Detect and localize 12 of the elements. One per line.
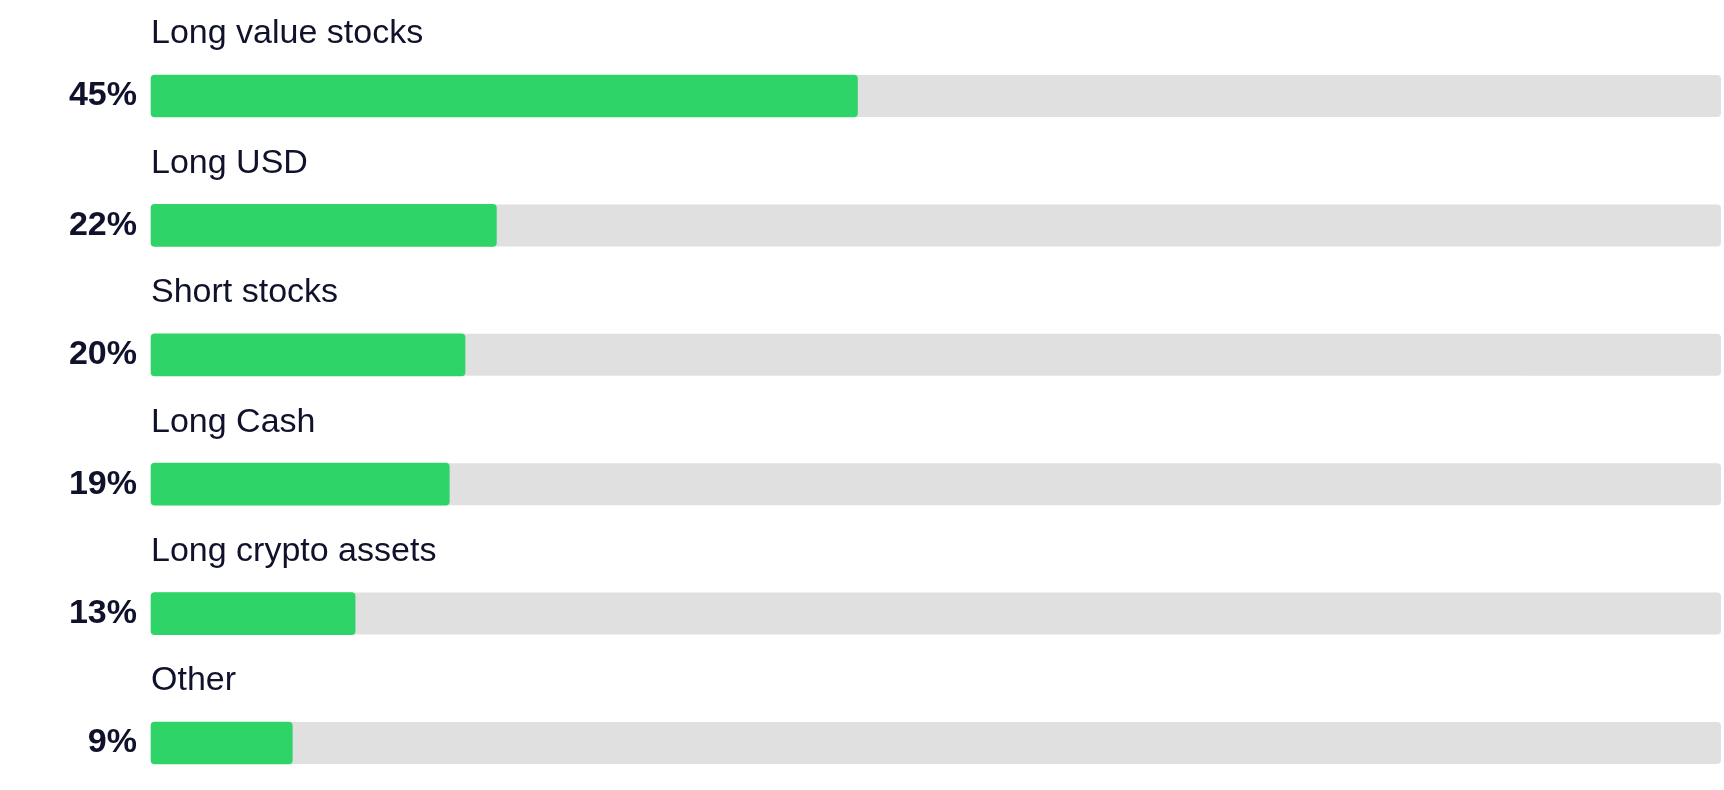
data-label: 22% xyxy=(68,203,137,242)
y-tick-label: Long crypto assets xyxy=(151,529,437,568)
y-tick-label: Other xyxy=(151,659,237,698)
data-label: 13% xyxy=(68,591,137,630)
data-label: 19% xyxy=(68,462,137,501)
y-tick-label: Long value stocks xyxy=(151,12,424,51)
y-tick-label: Long Cash xyxy=(151,400,316,439)
data-label: 45% xyxy=(68,74,137,113)
data-label: 20% xyxy=(68,333,137,372)
y-tick-label: Long USD xyxy=(151,141,308,180)
data-label: 9% xyxy=(87,721,137,760)
y-tick-label: Short stocks xyxy=(151,271,339,310)
